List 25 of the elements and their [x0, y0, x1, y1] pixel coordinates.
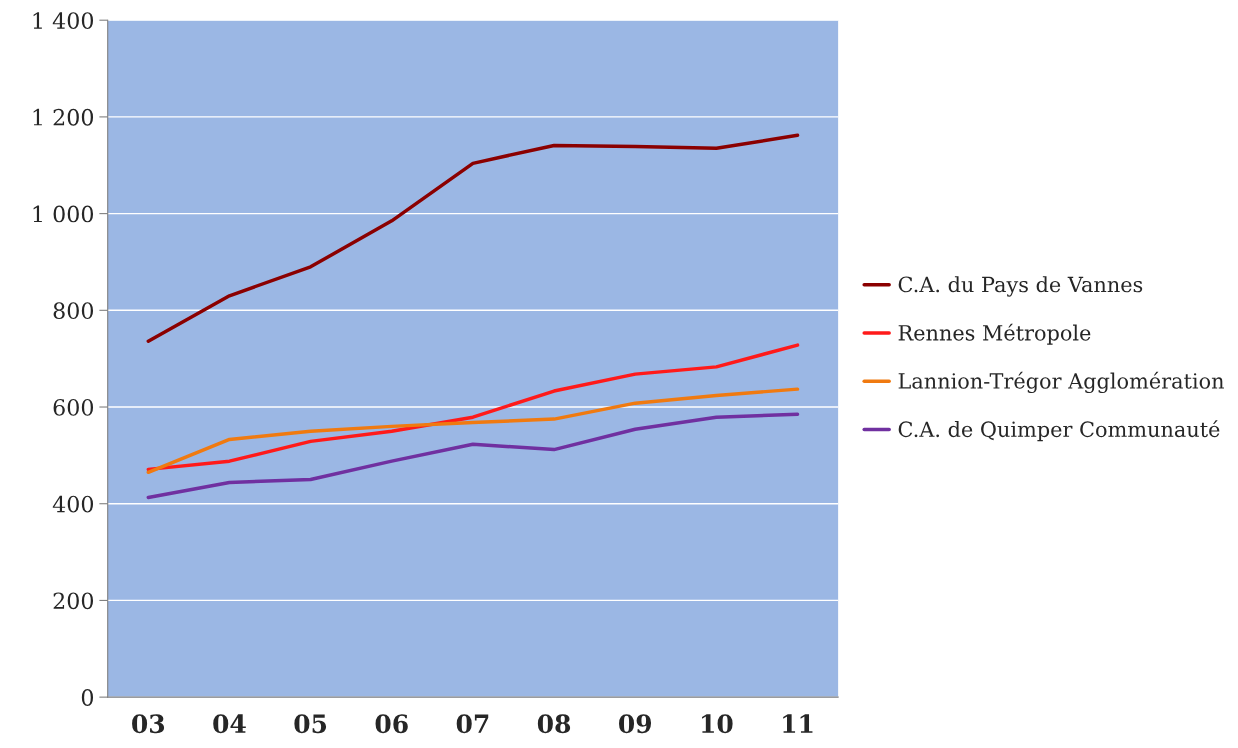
x-tick-label: 07 — [456, 714, 489, 734]
line-series — [146, 343, 800, 472]
x-tick-label: 11 — [783, 714, 813, 733]
line-series — [146, 133, 800, 343]
y-tick-label: 400 — [52, 495, 94, 513]
legend-label: Rennes Métropole — [898, 323, 1091, 345]
y-tick-label: 800 — [53, 302, 94, 320]
legend-label: C.A. de Quimper Communauté — [898, 420, 1220, 442]
x-tick-label: 05 — [294, 714, 327, 734]
y-tick-label: 1 200 — [33, 108, 94, 126]
y-tick-label: 1 000 — [33, 205, 94, 223]
line-series — [146, 387, 800, 475]
y-tick-label: 200 — [53, 592, 94, 610]
x-tick-label: 04 — [213, 714, 246, 734]
x-tick-label: 03 — [132, 714, 165, 734]
line-series — [146, 412, 800, 500]
x-tick-label: 06 — [375, 714, 408, 734]
x-tick-label: 08 — [537, 714, 571, 734]
x-tick-label: 10 — [702, 714, 733, 734]
legend-label: Lannion-Trégor Agglomération — [898, 371, 1224, 394]
y-tick-label: 1 400 — [33, 12, 94, 29]
y-tick-label: 0 — [81, 689, 94, 706]
legend-label: C.A. du Pays de Vannes — [898, 276, 1143, 297]
y-tick-label: 600 — [53, 398, 94, 416]
x-tick-label: 09 — [619, 714, 652, 734]
